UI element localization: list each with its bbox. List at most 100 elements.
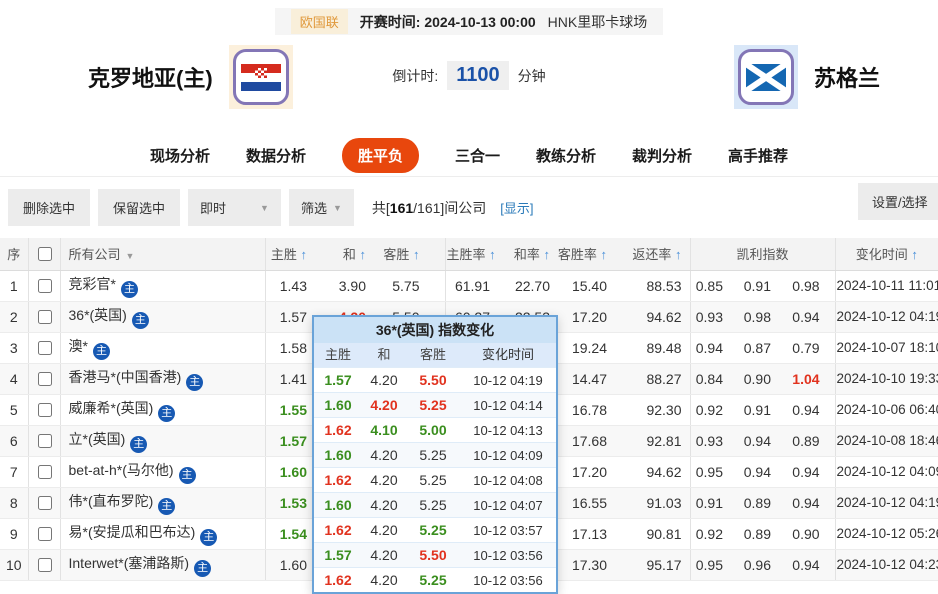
row-number: 7 [0,456,29,488]
row-checkbox[interactable] [37,309,52,324]
row-number: 9 [0,518,29,550]
row-select-cell[interactable] [28,425,61,457]
row-checkbox[interactable] [37,402,52,417]
row-checkbox[interactable] [37,557,52,572]
row-number: 6 [0,425,29,457]
popup-home-odds: 1.57 [324,372,352,388]
host-badge-icon: 主 [120,280,138,298]
header-select-all[interactable] [28,238,61,271]
show-link[interactable]: [显示] [500,201,534,216]
sort-asc-icon: ↑ [359,247,367,263]
popup-change-time: 10-12 04:09 [473,448,543,463]
league-badge: 欧国联 [290,9,348,34]
select-all-checkbox[interactable] [37,246,52,261]
kickoff-value: 2024-10-13 00:00 [424,13,536,30]
row-checkbox[interactable] [37,526,52,541]
popup-draw-odds: 4.10 [370,422,398,438]
chevron-down-icon: ▼ [125,251,135,262]
row-checkbox[interactable] [37,464,52,479]
change-time-cell: 2024-10-06 06:40 [835,394,938,426]
row-checkbox[interactable] [37,278,52,293]
host-badge-icon: 主 [200,528,218,546]
row-select-cell[interactable] [28,487,61,519]
draw-odds-cell[interactable]: 3.90 [313,270,368,302]
company-cell[interactable]: 立*(英国) 主 [60,425,266,457]
kelly-home-cell: 0.94 [690,332,738,364]
tab-4[interactable]: 三合一 [454,148,500,165]
home-odds-cell[interactable]: 1.54 [265,518,313,550]
company-cell[interactable]: 香港马*(中国香港) 主 [60,363,266,395]
row-select-cell[interactable] [28,332,61,364]
kelly-away-cell: 0.90 [786,518,836,550]
header-home-rate[interactable]: 主胜率 ↑ [445,238,500,271]
popup-home-odds: 1.62 [324,522,352,538]
header-draw[interactable]: 和 ↑ [313,238,368,271]
filter-select[interactable]: 筛选 ▼ [288,189,354,226]
sort-asc-icon: ↑ [600,247,608,263]
realtime-select[interactable]: 即时 ▼ [188,189,281,226]
home-odds-cell[interactable]: 1.53 [265,487,313,519]
delete-selected-button[interactable]: 删除选中 [8,189,91,226]
kelly-draw-cell: 0.87 [738,332,786,364]
home-odds-cell[interactable]: 1.60 [265,549,313,581]
host-badge-icon: 主 [158,497,176,515]
count-rest: /161]间公司 [413,199,487,216]
row-select-cell[interactable] [28,394,61,426]
tab-6[interactable]: 裁判分析 [632,148,693,165]
header-home[interactable]: 主胜 ↑ [265,238,313,271]
tab-7[interactable]: 高手推荐 [728,148,789,165]
row-select-cell[interactable] [28,363,61,395]
row-select-cell[interactable] [28,270,61,302]
home-odds-cell[interactable]: 1.43 [265,270,313,302]
row-checkbox[interactable] [37,371,52,386]
row-checkbox[interactable] [37,340,52,355]
header-draw-rate[interactable]: 和率 ↑ [500,238,555,271]
away-rate-cell: 17.20 [555,456,612,488]
header-away-rate[interactable]: 客胜率 ↑ [555,238,612,271]
company-cell[interactable]: bet-at-h*(马尔他) 主 [60,456,266,488]
company-cell[interactable]: 澳* 主 [60,332,266,364]
kelly-away-cell: 1.04 [786,363,836,395]
home-odds-cell[interactable]: 1.55 [265,394,313,426]
tab-5[interactable]: 教练分析 [536,148,597,165]
home-odds-cell[interactable]: 1.57 [265,301,313,333]
header-home-label: 主胜 [270,247,297,263]
change-time-cell: 2024-10-07 18:10 [835,332,938,364]
keep-selected-button[interactable]: 保留选中 [98,189,181,226]
row-checkbox[interactable] [37,495,52,510]
tab-2[interactable]: 数据分析 [245,148,306,165]
company-cell[interactable]: 36*(英国) 主 [60,301,266,333]
home-odds-cell[interactable]: 1.58 [265,332,313,364]
company-cell[interactable]: 伟*(直布罗陀) 主 [60,487,266,519]
company-cell[interactable]: 易*(安提瓜和巴布达) 主 [60,518,266,550]
popup-home-odds: 1.60 [324,397,352,413]
tab-3[interactable]: 胜平负 [341,138,419,173]
company-name: 威廉希*(英国) [68,399,154,416]
home-odds-cell[interactable]: 1.57 [265,425,313,457]
row-select-cell[interactable] [28,456,61,488]
home-odds-cell[interactable]: 1.41 [265,363,313,395]
home-odds-cell[interactable]: 1.60 [265,456,313,488]
tab-1[interactable]: 现场分析 [149,148,210,165]
row-select-cell[interactable] [28,518,61,550]
header-time[interactable]: 变化时间 ↑ [835,238,938,271]
header-away[interactable]: 客胜 ↑ [368,238,446,271]
company-name: Interwet*(塞浦路斯) [68,554,190,571]
settings-button[interactable]: 设置/选择 [858,183,938,220]
change-time-cell: 2024-10-11 11:01 [835,270,938,302]
home-flag-box [228,45,293,109]
company-cell[interactable]: Interwet*(塞浦路斯) 主 [60,549,266,581]
row-select-cell[interactable] [28,549,61,581]
row-checkbox[interactable] [37,433,52,448]
popup-draw-odds: 4.20 [370,547,398,563]
company-cell[interactable]: 威廉希*(英国) 主 [60,394,266,426]
company-cell[interactable]: 竞彩官* 主 [60,270,266,302]
row-select-cell[interactable] [28,301,61,333]
header-company[interactable]: 所有公司 ▼ [60,238,266,271]
away-odds-cell[interactable]: 5.75 [368,270,446,302]
return-rate-cell: 94.62 [612,456,691,488]
company-name: 香港马*(中国香港) [68,368,182,385]
header-return-rate[interactable]: 返还率 ↑ [612,238,691,271]
popup-header-away: 客胜 [419,347,446,362]
chevron-down-icon: ▼ [260,202,269,213]
